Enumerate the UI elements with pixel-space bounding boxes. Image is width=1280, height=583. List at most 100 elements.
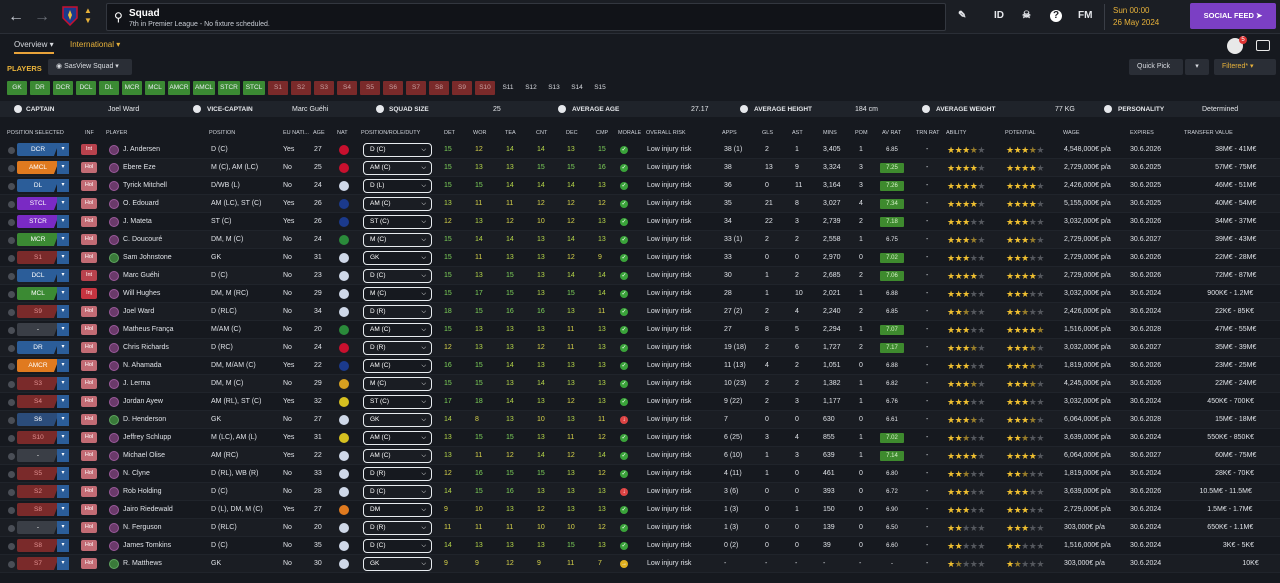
col-cmp[interactable]: CMP xyxy=(596,130,609,136)
position-dropdown-chevron-icon[interactable]: ▾ xyxy=(57,179,69,192)
nationality-flag-icon[interactable] xyxy=(339,199,349,209)
position-dropdown-chevron-icon[interactable]: ▾ xyxy=(57,557,69,570)
player-name[interactable]: N. Ahamada xyxy=(123,362,162,369)
col-potential[interactable]: POTENTIAL xyxy=(1005,130,1036,136)
position-dropdown-chevron-icon[interactable]: ▾ xyxy=(57,413,69,426)
nationality-flag-icon[interactable] xyxy=(339,253,349,263)
nationality-flag-icon[interactable] xyxy=(339,145,349,155)
col-overall-risk[interactable]: OVERALL RISK xyxy=(646,130,686,136)
help-icon[interactable]: ? xyxy=(1050,10,1062,22)
social-feed-button[interactable]: SOCIAL FEED ➤ xyxy=(1190,3,1276,29)
player-name[interactable]: Jeffrey Schlupp xyxy=(123,434,172,441)
col-transfer-value[interactable]: TRANSFER VALUE xyxy=(1184,130,1233,136)
table-row[interactable]: S6 ▾ Hol D. Henderson GK No 27 GK ⌵ 14 8 13 10 13 11 ↓ L… xyxy=(0,411,1280,429)
nationality-flag-icon[interactable] xyxy=(339,271,349,281)
position-selected-pill[interactable]: DR xyxy=(17,341,59,354)
position-selected-pill[interactable]: S9 xyxy=(17,305,59,318)
role-select[interactable]: AM (C) ⌵ xyxy=(363,161,432,175)
nationality-flag-icon[interactable] xyxy=(339,415,349,425)
role-select[interactable]: D (R) ⌵ xyxy=(363,467,432,481)
col-pom[interactable]: POM xyxy=(855,130,868,136)
skull-icon[interactable]: ☠ xyxy=(1022,10,1031,21)
col-expires[interactable]: EXPIRES xyxy=(1130,130,1154,136)
row-select-checkbox[interactable] xyxy=(8,399,15,406)
position-selected-pill[interactable]: S1 xyxy=(17,251,59,264)
player-name[interactable]: Ebere Eze xyxy=(123,164,156,171)
position-selected-pill[interactable]: STCL xyxy=(17,197,59,210)
row-select-checkbox[interactable] xyxy=(8,417,15,424)
position-selected-pill[interactable]: DL xyxy=(17,179,59,192)
role-select[interactable]: D (C) ⌵ xyxy=(363,143,432,157)
position-dropdown-chevron-icon[interactable]: ▾ xyxy=(57,431,69,444)
role-select[interactable]: AM (C) ⌵ xyxy=(363,359,432,373)
table-row[interactable]: AMCL ▾ Hol Ebere Eze M (C), AM (LC) No 25 AM (C… xyxy=(0,159,1280,177)
position-filter-dr[interactable]: DR xyxy=(30,81,50,95)
col-wor[interactable]: WOR xyxy=(473,130,487,136)
table-row[interactable]: S7 ▾ Hol R. Matthews GK No 30 GK ⌵ 9 9 12 9 11 7 → Low i… xyxy=(0,555,1280,573)
nationality-flag-icon[interactable] xyxy=(339,397,349,407)
row-select-checkbox[interactable] xyxy=(8,237,15,244)
row-select-checkbox[interactable] xyxy=(8,471,15,478)
position-filter-s15[interactable]: S15 xyxy=(594,84,606,91)
row-select-checkbox[interactable] xyxy=(8,165,15,172)
table-row[interactable]: DL ▾ Hol Tyrick Mitchell D/WB (L) No 24 D (L) ⌵ 1… xyxy=(0,177,1280,195)
search-box[interactable]: ⚲ Squad 7th in Premier League - No fixtu… xyxy=(106,3,946,31)
role-select[interactable]: D (C) ⌵ xyxy=(363,539,432,553)
position-dropdown-chevron-icon[interactable]: ▾ xyxy=(57,359,69,372)
row-select-checkbox[interactable] xyxy=(8,219,15,226)
club-switch-icon[interactable]: ▲ ▼ xyxy=(84,6,92,25)
nationality-flag-icon[interactable] xyxy=(339,289,349,299)
nationality-flag-icon[interactable] xyxy=(339,541,349,551)
player-name[interactable]: J. Andersen xyxy=(123,146,160,153)
table-row[interactable]: S2 ▾ Hol Rob Holding D (C) No 28 D (C) ⌵ 14 15 16 13… xyxy=(0,483,1280,501)
club-crest-icon[interactable] xyxy=(62,6,78,26)
position-filter-s14[interactable]: S14 xyxy=(571,84,583,91)
position-selected-pill[interactable]: S3 xyxy=(17,377,59,390)
position-dropdown-chevron-icon[interactable]: ▾ xyxy=(57,521,69,534)
row-select-checkbox[interactable] xyxy=(8,489,15,496)
nationality-flag-icon[interactable] xyxy=(339,523,349,533)
position-selected-pill[interactable]: MCL xyxy=(17,287,59,300)
role-select[interactable]: M (C) ⌵ xyxy=(363,233,432,247)
position-filter-dcl[interactable]: DCL xyxy=(76,81,96,95)
edit-icon[interactable]: ✎ xyxy=(958,10,967,21)
position-filter-s11[interactable]: S11 xyxy=(502,84,514,91)
role-select[interactable]: D (R) ⌵ xyxy=(363,341,432,355)
nationality-flag-icon[interactable] xyxy=(339,559,349,569)
role-select[interactable]: M (C) ⌵ xyxy=(363,287,432,301)
position-dropdown-chevron-icon[interactable]: ▾ xyxy=(57,251,69,264)
date-display[interactable]: Sun 00:00 26 May 2024 xyxy=(1104,4,1184,30)
position-selected-pill[interactable]: AMCL xyxy=(17,161,59,174)
player-name[interactable]: Marc Guéhi xyxy=(123,272,160,279)
player-name[interactable]: Matheus França xyxy=(123,326,174,333)
row-select-checkbox[interactable] xyxy=(8,309,15,316)
nationality-flag-icon[interactable] xyxy=(339,235,349,245)
position-dropdown-chevron-icon[interactable]: ▾ xyxy=(57,197,69,210)
position-selected-pill[interactable]: - xyxy=(17,323,59,336)
table-row[interactable]: S1 ▾ Hol Sam Johnstone GK No 31 GK ⌵ 15 11 13 13 12 9 ✓… xyxy=(0,249,1280,267)
player-name[interactable]: James Tomkins xyxy=(123,542,172,549)
vice-captain-value[interactable]: Marc Guéhi xyxy=(292,106,329,113)
row-select-checkbox[interactable] xyxy=(8,327,15,334)
position-dropdown-chevron-icon[interactable]: ▾ xyxy=(57,503,69,516)
row-select-checkbox[interactable] xyxy=(8,201,15,208)
row-select-checkbox[interactable] xyxy=(8,525,15,532)
col-age[interactable]: AGE xyxy=(313,130,325,136)
col-det[interactable]: DET xyxy=(444,130,455,136)
row-select-checkbox[interactable] xyxy=(8,543,15,550)
position-filter-s12[interactable]: S12 xyxy=(525,84,537,91)
row-select-checkbox[interactable] xyxy=(8,453,15,460)
view-select[interactable]: ◉ SasView Squad ▾ xyxy=(48,59,132,75)
row-select-checkbox[interactable] xyxy=(8,147,15,154)
position-dropdown-chevron-icon[interactable]: ▾ xyxy=(57,233,69,246)
position-dropdown-chevron-icon[interactable]: ▾ xyxy=(57,143,69,156)
player-name[interactable]: C. Doucouré xyxy=(123,236,163,243)
position-filter-dl[interactable]: DL xyxy=(99,81,119,95)
role-select[interactable]: D (L) ⌵ xyxy=(363,179,432,193)
position-filter-s2[interactable]: S2 xyxy=(291,81,311,95)
col-inf[interactable]: INF xyxy=(85,130,94,136)
position-filter-s9[interactable]: S9 xyxy=(452,81,472,95)
table-row[interactable]: - ▾ Hol Matheus França M/AM (C) No 20 AM (C) ⌵ 15… xyxy=(0,321,1280,339)
col-role[interactable]: POSITION/ROLE/DUTY xyxy=(361,130,421,136)
role-select[interactable]: M (C) ⌵ xyxy=(363,377,432,391)
